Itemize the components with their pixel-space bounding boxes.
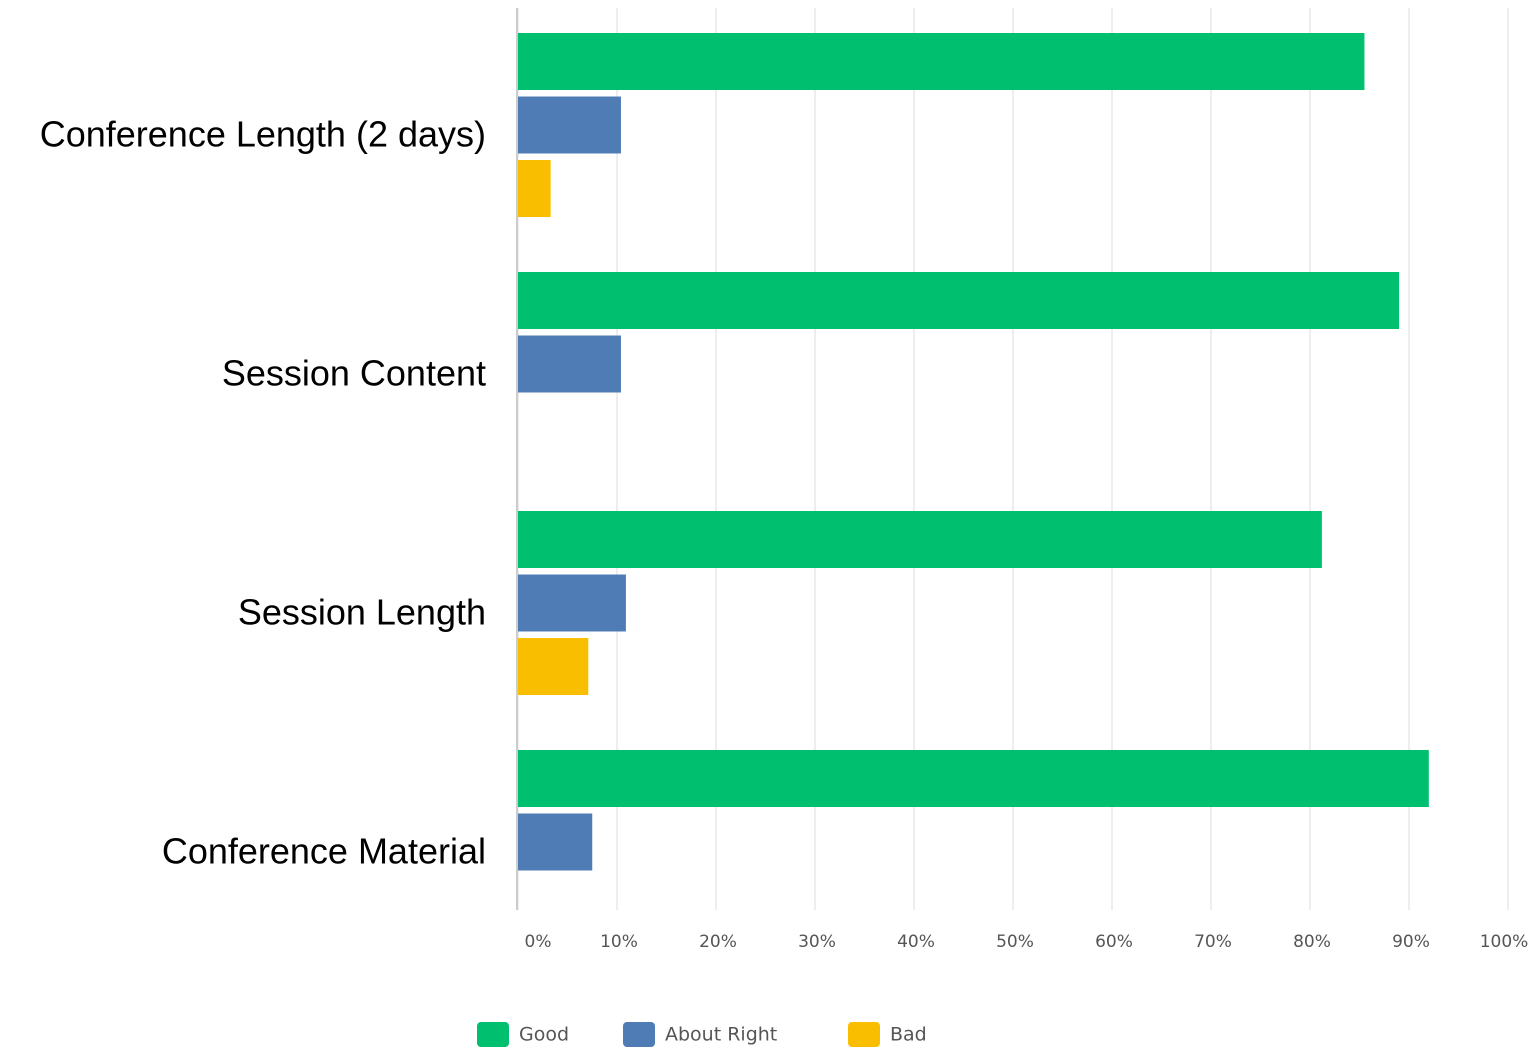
x-tick-label: 90% bbox=[1392, 932, 1430, 952]
category-label: Conference Length (2 days) bbox=[40, 114, 486, 155]
x-tick-label: 100% bbox=[1480, 932, 1529, 952]
legend-swatch bbox=[477, 1022, 509, 1047]
legend-label: Bad bbox=[890, 1024, 927, 1046]
x-tick-label: 0% bbox=[525, 932, 552, 952]
legend-swatch bbox=[623, 1022, 655, 1047]
bar bbox=[518, 813, 593, 871]
x-tick-label: 20% bbox=[699, 932, 737, 952]
bar bbox=[518, 638, 589, 695]
bar bbox=[518, 750, 1429, 807]
x-tick-label: 30% bbox=[798, 932, 836, 952]
x-tick-label: 60% bbox=[1095, 932, 1133, 952]
x-tick-label: 50% bbox=[996, 932, 1034, 952]
bar bbox=[518, 96, 621, 154]
legend-label: About Right bbox=[665, 1024, 777, 1046]
x-tick-label: 40% bbox=[897, 932, 935, 952]
bar bbox=[518, 272, 1400, 329]
legend-label: Good bbox=[519, 1024, 569, 1046]
category-label: Session Length bbox=[238, 592, 486, 633]
category-label: Conference Material bbox=[162, 831, 486, 872]
bar bbox=[518, 33, 1365, 90]
bar bbox=[518, 160, 551, 217]
bar bbox=[518, 511, 1322, 568]
legend-swatch bbox=[848, 1022, 880, 1047]
x-tick-label: 70% bbox=[1194, 932, 1232, 952]
bar bbox=[518, 574, 626, 632]
x-tick-label: 10% bbox=[600, 932, 638, 952]
bar bbox=[518, 335, 621, 393]
category-label: Session Content bbox=[222, 353, 486, 394]
x-tick-label: 80% bbox=[1293, 932, 1331, 952]
